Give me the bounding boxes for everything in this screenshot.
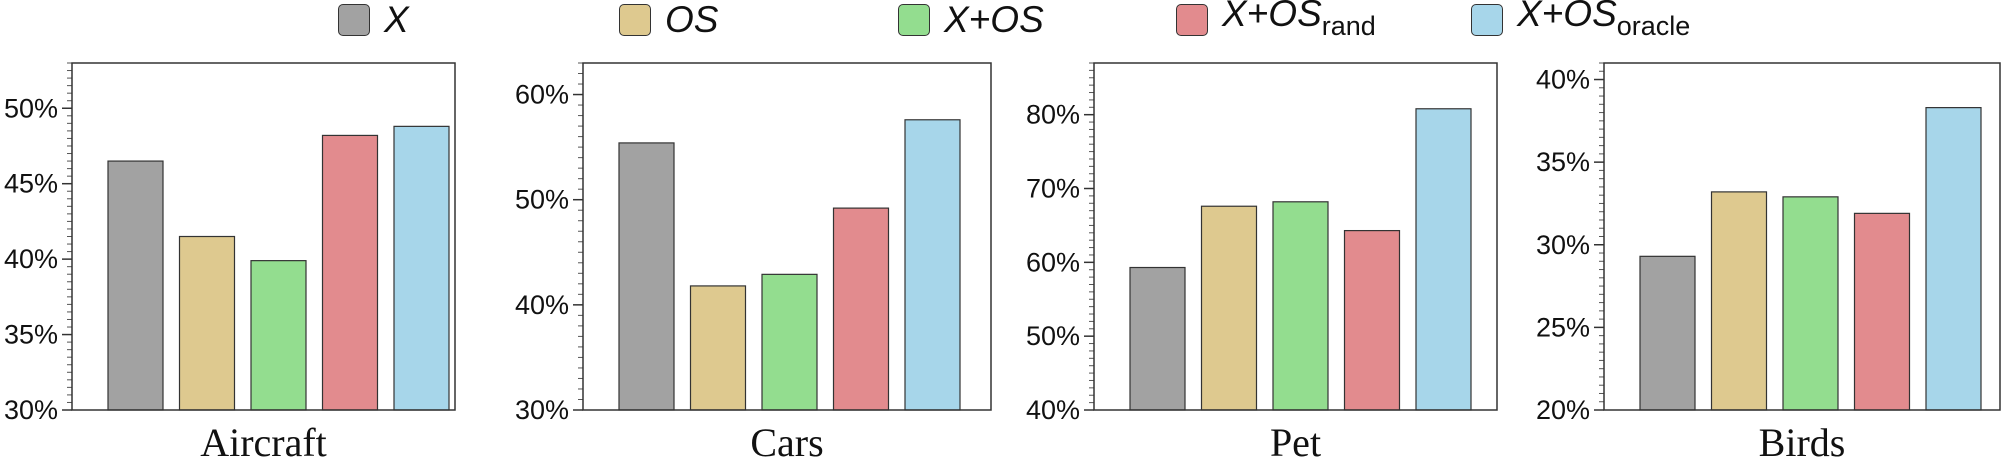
plot-frame bbox=[71, 62, 456, 411]
y-tick-label: 35% bbox=[1536, 147, 1590, 177]
legend-item: X+OS bbox=[898, 0, 1044, 40]
legend-label: X+OSrand bbox=[1222, 0, 1376, 46]
bar-X+OSoracle bbox=[393, 125, 450, 411]
bar-X+OS bbox=[250, 260, 307, 411]
legend-label: X bbox=[384, 0, 409, 40]
y-tick-label: 40% bbox=[4, 244, 58, 274]
bar-X+OSrand bbox=[321, 134, 379, 411]
bar-X+OSoracle bbox=[1925, 107, 1982, 411]
bar-X bbox=[618, 142, 675, 411]
legend: X OS X+OS X+OSrand X+OSoracle bbox=[0, 0, 2016, 60]
plot-frame bbox=[1603, 62, 2001, 411]
bar-X bbox=[1639, 255, 1696, 411]
panel-title: Aircraft bbox=[200, 420, 327, 461]
plot-frame bbox=[582, 62, 992, 411]
y-tick-label: 20% bbox=[1536, 395, 1590, 425]
bar-X+OSrand bbox=[1343, 229, 1401, 411]
bar-OS bbox=[689, 285, 747, 411]
y-tick-label: 50% bbox=[1026, 321, 1080, 351]
bar-OS bbox=[178, 235, 236, 411]
bar-OS bbox=[1710, 191, 1768, 411]
bar-X+OSrand bbox=[832, 207, 890, 411]
legend-label-main: X+OS bbox=[1222, 0, 1322, 34]
legend-item: X+OSrand bbox=[1176, 0, 1376, 41]
bar-X bbox=[1129, 266, 1186, 411]
bar-X+OSoracle bbox=[1415, 108, 1472, 411]
legend-label: X+OSoracle bbox=[1517, 0, 1690, 46]
bar-X+OS bbox=[1272, 201, 1329, 411]
y-tick-label: 80% bbox=[1026, 100, 1080, 130]
legend-label-main: X+OS bbox=[944, 0, 1044, 40]
bar-OS bbox=[1200, 205, 1258, 411]
legend-swatch bbox=[338, 4, 370, 36]
bar-X bbox=[107, 160, 164, 411]
y-tick-label: 30% bbox=[1536, 230, 1590, 260]
legend-swatch bbox=[619, 4, 651, 36]
y-tick-label: 45% bbox=[4, 169, 58, 199]
legend-swatch bbox=[898, 4, 930, 36]
bar-X+OS bbox=[1782, 196, 1839, 411]
y-tick-label: 25% bbox=[1536, 312, 1590, 342]
y-tick-label: 30% bbox=[4, 395, 58, 425]
legend-swatch bbox=[1176, 4, 1208, 36]
panel-title: Birds bbox=[1759, 420, 1846, 461]
legend-item: OS bbox=[619, 0, 718, 40]
y-tick-label: 60% bbox=[515, 80, 569, 110]
y-tick-label: 30% bbox=[515, 395, 569, 425]
y-tick-label: 60% bbox=[1026, 247, 1080, 277]
legend-swatch bbox=[1471, 4, 1503, 36]
legend-label: OS bbox=[665, 0, 718, 40]
y-tick-label: 35% bbox=[4, 320, 58, 350]
legend-label-subscript: rand bbox=[1321, 11, 1376, 41]
legend-item: X bbox=[338, 0, 409, 40]
y-tick-label: 40% bbox=[515, 290, 569, 320]
plot-frame bbox=[1093, 62, 1498, 411]
bar-X+OSrand bbox=[1853, 212, 1911, 411]
y-tick-label: 70% bbox=[1026, 174, 1080, 204]
legend-label-main: X+OS bbox=[1517, 0, 1617, 34]
legend-label-main: OS bbox=[665, 0, 719, 40]
legend-label: X+OS bbox=[944, 0, 1044, 40]
y-tick-label: 40% bbox=[1026, 395, 1080, 425]
panel-title: Pet bbox=[1270, 420, 1321, 461]
legend-label-main: X bbox=[384, 0, 409, 40]
legend-label-subscript: oracle bbox=[1616, 11, 1691, 41]
panel-title: Cars bbox=[750, 420, 823, 461]
y-tick-label: 50% bbox=[4, 93, 58, 123]
bar-X+OSoracle bbox=[904, 119, 961, 411]
y-tick-label: 40% bbox=[1536, 65, 1590, 95]
bar-X+OS bbox=[761, 273, 818, 411]
y-tick-label: 50% bbox=[515, 185, 569, 215]
legend-item: X+OSoracle bbox=[1471, 0, 1690, 41]
